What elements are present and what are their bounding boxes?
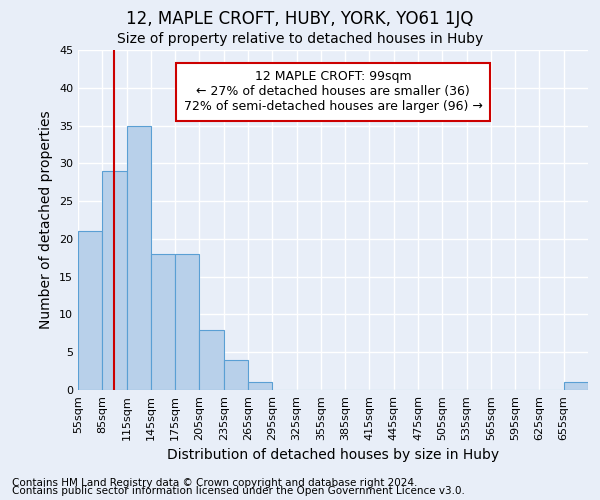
Bar — [199, 330, 224, 390]
Bar — [248, 382, 272, 390]
Bar — [102, 171, 127, 390]
Text: Contains public sector information licensed under the Open Government Licence v3: Contains public sector information licen… — [12, 486, 465, 496]
Text: 12, MAPLE CROFT, HUBY, YORK, YO61 1JQ: 12, MAPLE CROFT, HUBY, YORK, YO61 1JQ — [127, 10, 473, 28]
Text: 12 MAPLE CROFT: 99sqm
← 27% of detached houses are smaller (36)
72% of semi-deta: 12 MAPLE CROFT: 99sqm ← 27% of detached … — [184, 70, 482, 114]
Y-axis label: Number of detached properties: Number of detached properties — [40, 110, 53, 330]
Bar — [564, 382, 588, 390]
Bar — [224, 360, 248, 390]
Bar — [78, 232, 102, 390]
Text: Contains HM Land Registry data © Crown copyright and database right 2024.: Contains HM Land Registry data © Crown c… — [12, 478, 418, 488]
X-axis label: Distribution of detached houses by size in Huby: Distribution of detached houses by size … — [167, 448, 499, 462]
Text: Size of property relative to detached houses in Huby: Size of property relative to detached ho… — [117, 32, 483, 46]
Bar — [127, 126, 151, 390]
Bar — [151, 254, 175, 390]
Bar — [175, 254, 199, 390]
